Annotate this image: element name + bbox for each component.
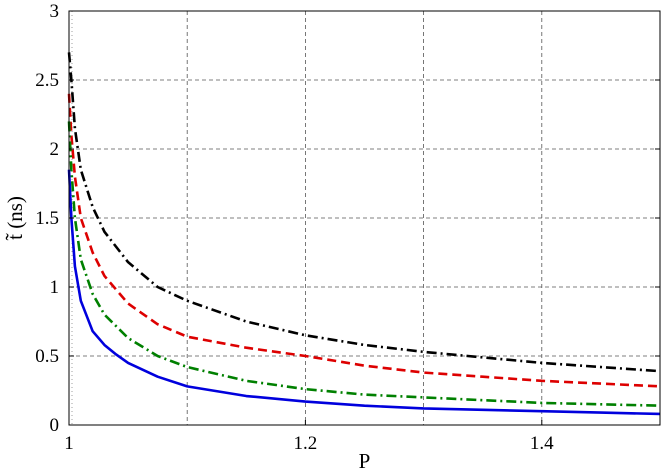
y-tick-label: 2.5 xyxy=(35,70,59,91)
y-tick-label: 0.5 xyxy=(35,346,59,367)
y-tick-label: 3 xyxy=(50,1,60,22)
x-tick-label: 1.2 xyxy=(294,433,318,454)
axis-ticks: 0 0.5 1 1.5 2 2.5 3 1 1.2 1.4 xyxy=(35,1,660,454)
x-tick-label: 1 xyxy=(64,433,74,454)
y-axis-label: t̃ (ns) xyxy=(3,196,27,240)
series-line-1 xyxy=(67,52,661,373)
x-tick-label: 1.4 xyxy=(530,433,554,454)
y-tick-label: 1.5 xyxy=(35,208,59,229)
y-tick-label: 0 xyxy=(50,415,60,436)
series-lines xyxy=(67,52,661,416)
series-line-4 xyxy=(67,169,661,416)
series-line-3 xyxy=(67,121,661,407)
y-tick-label: 2 xyxy=(50,139,60,160)
y-tick-label: 1 xyxy=(50,277,60,298)
series-line-2 xyxy=(67,93,661,388)
x-axis-label: P xyxy=(359,449,371,473)
grid-lines xyxy=(69,11,660,425)
